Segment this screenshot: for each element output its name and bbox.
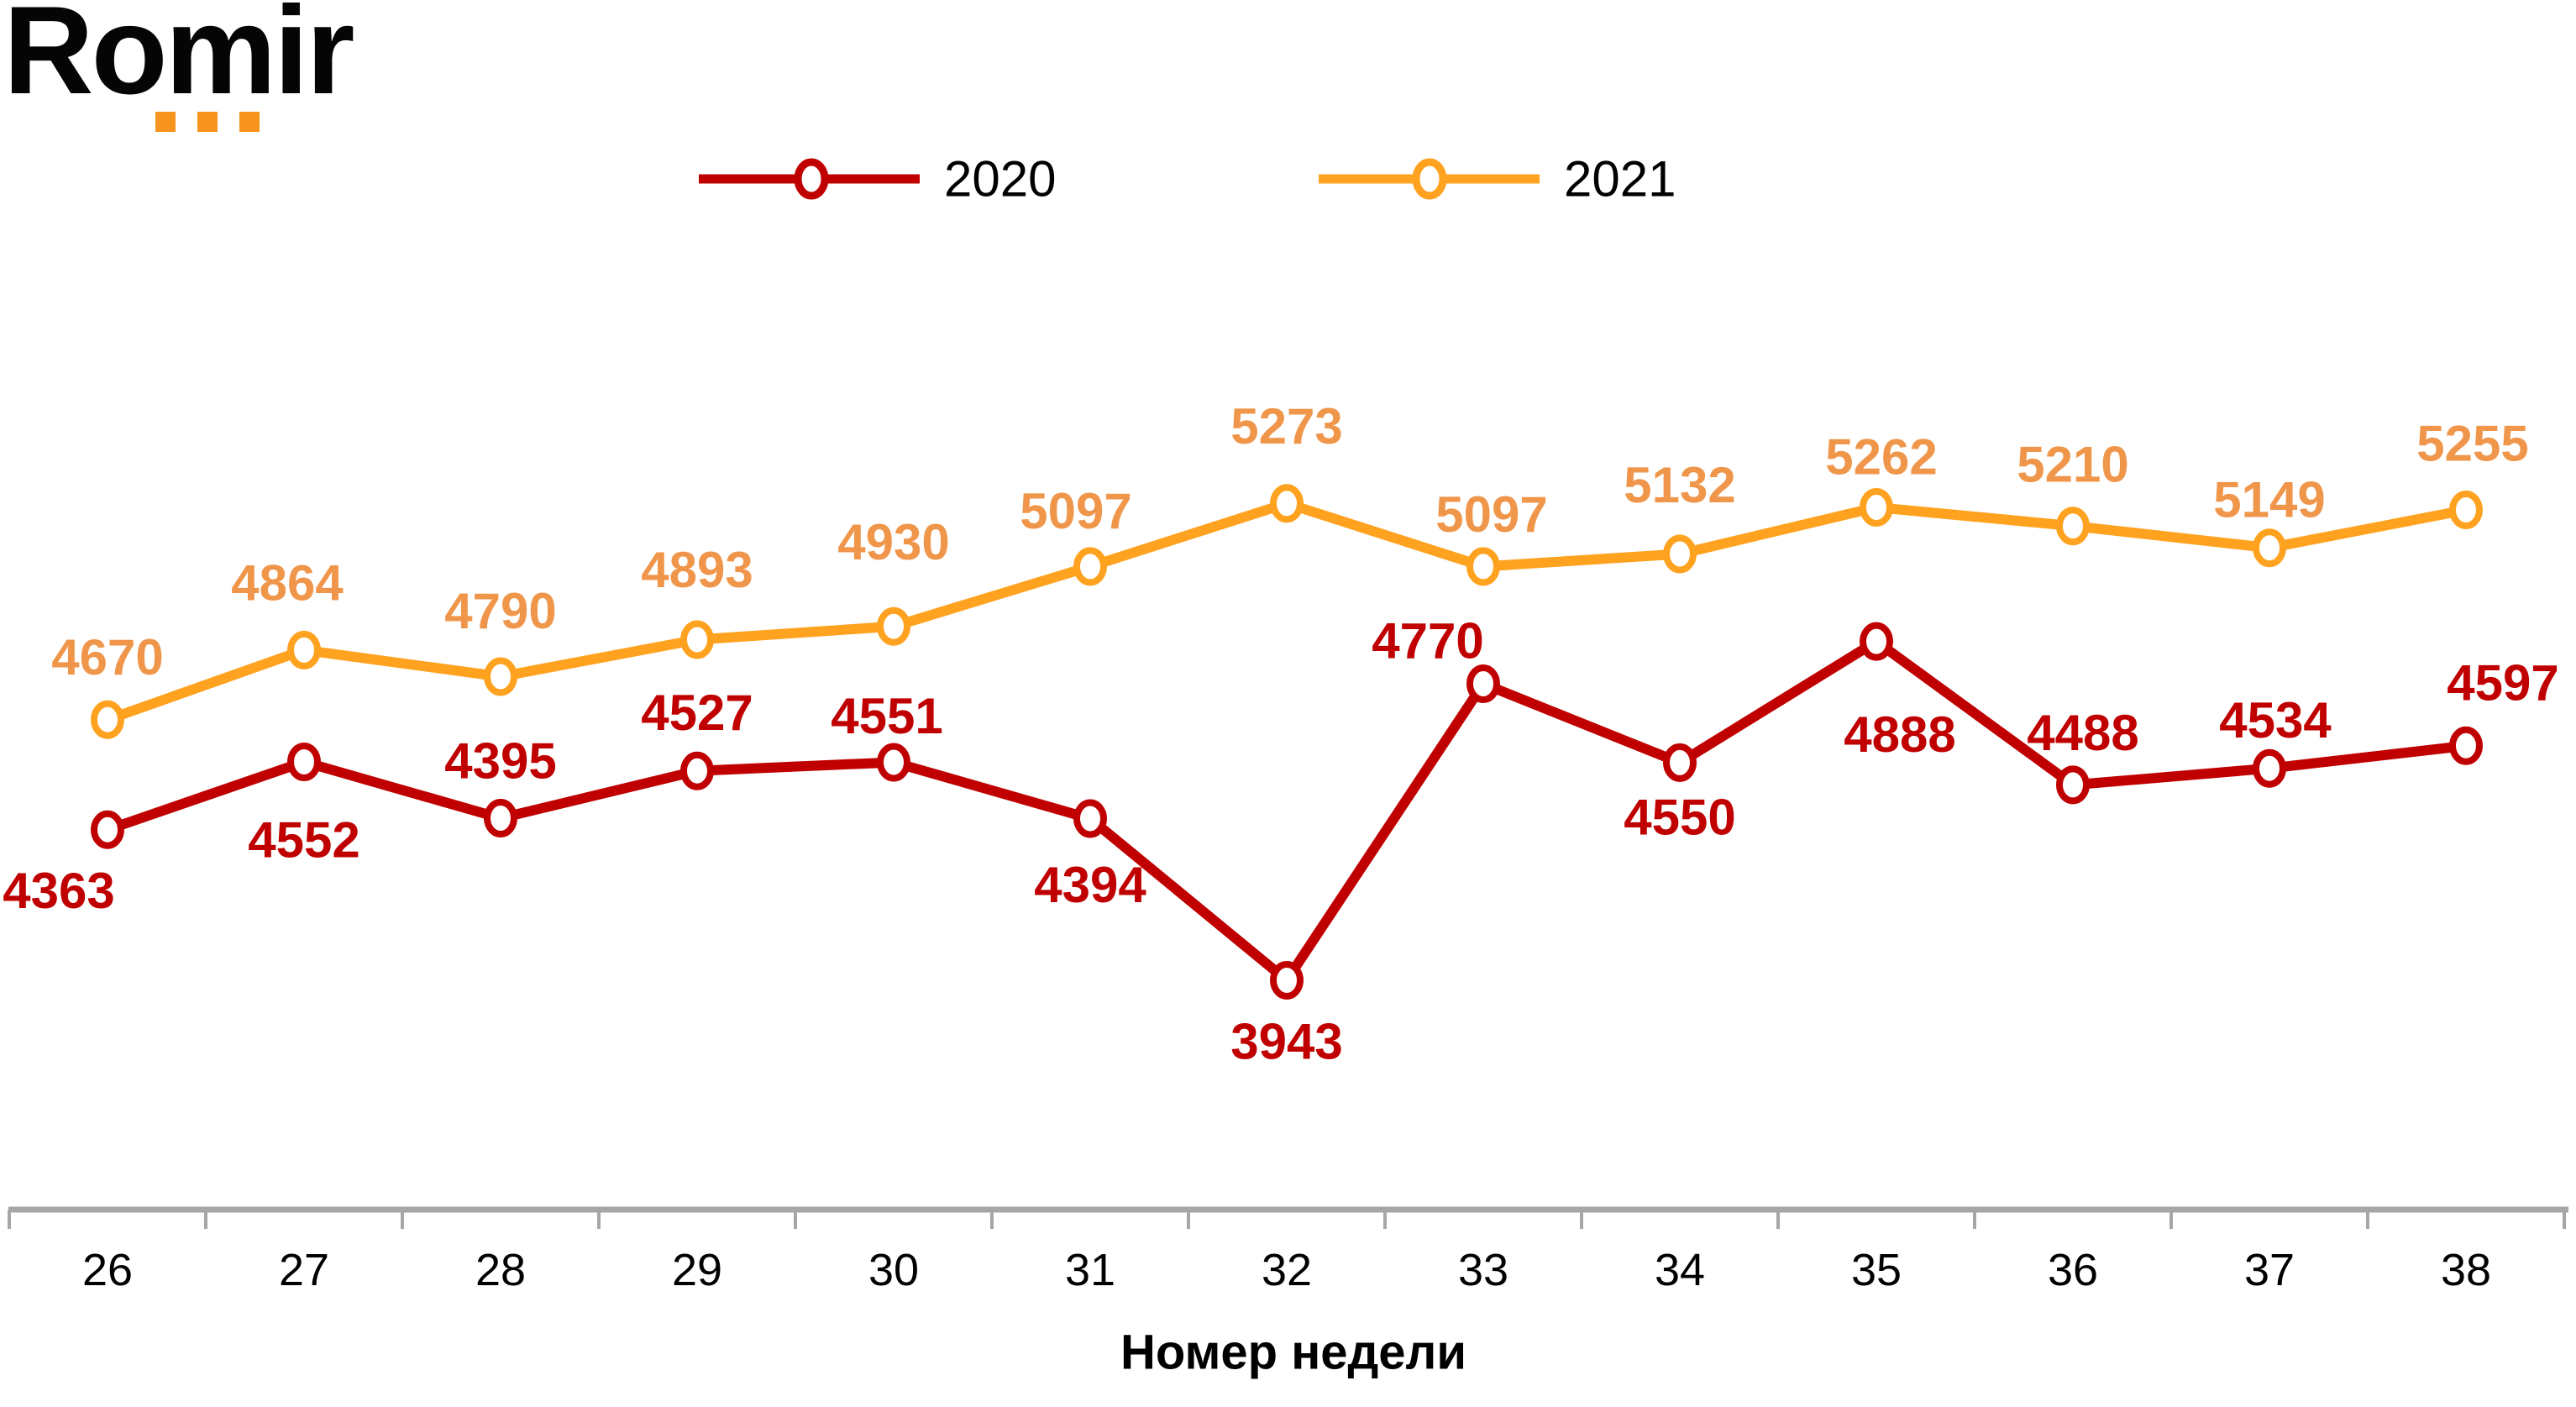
- romir-logo: Romir: [0, 0, 437, 168]
- legend-item-2021: 2021: [1319, 151, 1676, 207]
- x-tick-label: 32: [1262, 1245, 1312, 1295]
- data-point-label-2021: 4790: [444, 583, 556, 639]
- data-point-label-2021: 5097: [1435, 486, 1547, 543]
- romir-logo-text: Romir: [3, 0, 354, 120]
- series-line-2020: [102, 636, 2471, 985]
- data-point-label-2021: 5097: [1020, 483, 1131, 539]
- data-point-marker-2021: [484, 657, 517, 696]
- data-point-label-2020: 4550: [1624, 789, 1735, 845]
- data-point-label-2021: 5273: [1230, 398, 1342, 454]
- x-axis-title: Номер недели: [1120, 1326, 1466, 1380]
- data-point-marker-2021: [1270, 484, 1304, 523]
- data-point-marker-2020: [2056, 765, 2090, 805]
- legend-item-2020: 2020: [699, 151, 1056, 207]
- data-point-marker-2020: [877, 743, 910, 782]
- data-point-marker-2020: [287, 743, 321, 781]
- data-point-marker-2020: [484, 799, 517, 837]
- data-point-label-2020: 4534: [2219, 692, 2332, 748]
- data-point-marker-2020: [91, 810, 124, 849]
- data-point-marker-2021: [1663, 534, 1697, 574]
- data-point-marker-2020: [1270, 961, 1304, 1000]
- data-point-marker-2020: [1860, 622, 1893, 661]
- data-point-marker-2020: [2449, 726, 2483, 765]
- data-point-label-2021: 5262: [1825, 429, 1937, 486]
- logo-orange-square: [197, 112, 218, 132]
- data-point-label-2020: 4363: [3, 863, 114, 919]
- x-tick-label: 34: [1655, 1245, 1705, 1295]
- data-point-marker-2020: [2253, 748, 2286, 788]
- logo-orange-square: [155, 112, 176, 132]
- legend-label-2021: 2021: [1564, 151, 1676, 207]
- romir-logo-dots: [155, 112, 260, 132]
- data-point-label-2021: 5132: [1624, 457, 1735, 513]
- logo-orange-square: [239, 112, 260, 132]
- data-point-marker-2020: [1663, 743, 1697, 782]
- data-point-marker-2021: [1073, 547, 1107, 586]
- data-point-marker-2021: [1860, 488, 1893, 527]
- legend-marker-2021: [1412, 158, 1447, 200]
- data-point-label-2020: 4551: [831, 688, 942, 744]
- x-tick-label: 35: [1851, 1245, 1902, 1295]
- data-point-marker-2020: [1073, 799, 1107, 838]
- x-tick-label: 27: [279, 1245, 329, 1295]
- data-point-marker-2021: [1466, 547, 1500, 586]
- data-point-label-2020: 4770: [1372, 613, 1483, 669]
- data-point-label-2021: 4930: [837, 514, 949, 570]
- data-point-marker-2021: [877, 606, 910, 646]
- data-point-marker-2021: [91, 700, 124, 739]
- data-point-label-2021: 4864: [231, 554, 344, 611]
- x-tick-label: 37: [2244, 1245, 2295, 1295]
- x-tick-label: 33: [1458, 1245, 1508, 1295]
- data-point-marker-2020: [680, 751, 714, 790]
- data-point-label-2020: 4488: [2027, 705, 2138, 761]
- legend-marker-2020: [794, 158, 829, 200]
- data-point-marker-2021: [287, 630, 321, 669]
- x-tick-label: 36: [2048, 1245, 2098, 1295]
- data-point-marker-2020: [1466, 664, 1500, 703]
- data-point-marker-2021: [2056, 507, 2090, 546]
- x-tick-label: 30: [868, 1245, 919, 1295]
- data-point-label-2020: 4394: [1034, 857, 1146, 913]
- x-tick-label: 29: [672, 1245, 722, 1295]
- data-point-label-2021: 5149: [2213, 472, 2325, 528]
- x-tick-label: 28: [475, 1245, 526, 1295]
- data-point-marker-2021: [2449, 491, 2483, 529]
- data-point-label-2021: 5255: [2416, 416, 2528, 472]
- legend-label-2020: 2020: [944, 151, 1056, 207]
- data-point-marker-2021: [2253, 528, 2286, 568]
- data-point-label-2020: 4395: [444, 733, 556, 790]
- data-point-label-2021: 5210: [2017, 437, 2128, 493]
- x-tick-label: 38: [2441, 1245, 2491, 1295]
- data-point-label-2020: 4888: [1844, 706, 1955, 763]
- plot-area: 26 27 28 29 30 31 32 33 34 35 36 37 38 4363 4552 4395 45…: [3, 398, 2566, 1295]
- data-point-label-2020: 4552: [248, 812, 359, 869]
- x-tick-label: 31: [1065, 1245, 1115, 1295]
- data-point-label-2021: 4670: [51, 629, 163, 685]
- data-point-label-2020: 4597: [2447, 654, 2558, 711]
- data-point-label-2020: 3943: [1230, 1014, 1342, 1070]
- data-point-label-2021: 4893: [641, 542, 753, 598]
- data-point-label-2020: 4527: [641, 685, 753, 741]
- legend: 2020 2021: [699, 151, 1676, 207]
- data-point-marker-2021: [680, 620, 714, 659]
- x-tick-label: 26: [82, 1245, 133, 1295]
